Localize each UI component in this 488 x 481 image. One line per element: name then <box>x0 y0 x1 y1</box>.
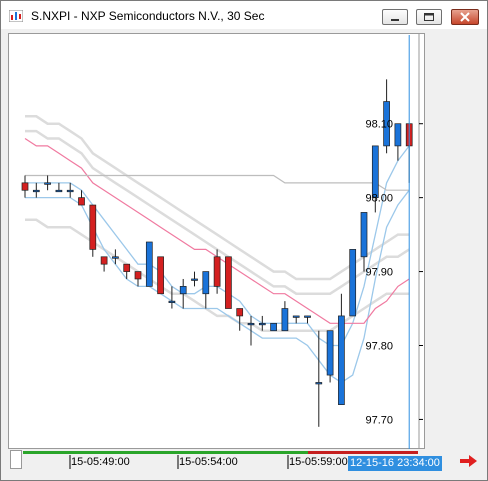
close-button[interactable] <box>451 9 479 25</box>
candle-body <box>55 189 63 193</box>
candle-body <box>383 101 390 147</box>
maximize-icon <box>424 13 434 21</box>
candle-body <box>89 204 97 250</box>
candle-body <box>258 322 266 326</box>
candle-body <box>78 197 85 206</box>
candle-body <box>145 241 153 287</box>
candle-body <box>349 249 357 317</box>
y-tick-label: 98.00 <box>365 193 393 205</box>
overlay-line-band-inner <box>25 189 410 384</box>
price-chart[interactable]: 98.10 98.00 97.90 97.80 97.70 <box>9 34 426 450</box>
candle-body <box>179 286 187 295</box>
y-tick-label: 97.70 <box>365 414 393 426</box>
close-icon <box>460 12 470 22</box>
candle-body <box>281 308 289 332</box>
x-tick-label: 15-05:59:00 <box>289 456 348 468</box>
selected-range-bar <box>308 451 418 454</box>
candle-body <box>191 278 198 281</box>
candle-body <box>44 182 51 185</box>
y-tick-label: 97.90 <box>365 267 393 279</box>
candle-body <box>157 256 164 295</box>
candle-body <box>394 123 402 147</box>
window-title: S.NXPI - NXP Semiconductors N.V., 30 Sec <box>31 9 265 23</box>
candle-body <box>21 182 29 191</box>
overlay-line-long-gray <box>25 174 410 191</box>
y-tick-label: 97.80 <box>365 341 393 353</box>
title-bar[interactable]: S.NXPI - NXP Semiconductors N.V., 30 Sec <box>1 1 487 29</box>
app-icon <box>9 10 23 22</box>
candle-body <box>338 315 345 405</box>
candle-body <box>270 322 277 332</box>
scroll-right-arrow-icon[interactable] <box>459 453 479 469</box>
candle-body <box>213 256 221 287</box>
candle-body <box>100 256 108 265</box>
candle-body <box>134 271 142 280</box>
candle-body <box>371 145 379 198</box>
x-tick-label: 15-05:49:00 <box>71 456 130 468</box>
candle-body <box>326 330 334 376</box>
loaded-range-bar <box>23 451 418 454</box>
minimize-button[interactable] <box>382 9 408 25</box>
scroll-handle[interactable] <box>10 450 22 469</box>
cursor-date-label: 12-15-16 23:34:00 <box>348 456 442 471</box>
plot-area[interactable]: 98.10 98.00 97.90 97.80 97.70 <box>8 33 426 450</box>
candle-body <box>66 189 74 193</box>
candle-body <box>123 263 131 272</box>
candle-body <box>304 315 311 318</box>
maximize-button[interactable] <box>416 9 442 25</box>
overlay-line-band-outer <box>25 115 410 281</box>
x-tick-label: 15-05:54:00 <box>179 456 238 468</box>
y-tick-label: 98.10 <box>365 119 393 131</box>
candle-body <box>202 271 210 295</box>
candle-body <box>236 308 244 317</box>
overlay-line-band-outer <box>25 218 410 332</box>
candle-body <box>247 322 255 326</box>
minimize-icon <box>391 19 399 21</box>
candle-body <box>360 212 368 258</box>
candle-body <box>225 256 232 309</box>
candle-body <box>32 189 40 193</box>
candle-body <box>168 300 176 303</box>
candle-body <box>112 256 119 259</box>
candle-body <box>315 382 323 385</box>
candle-body <box>292 315 300 318</box>
